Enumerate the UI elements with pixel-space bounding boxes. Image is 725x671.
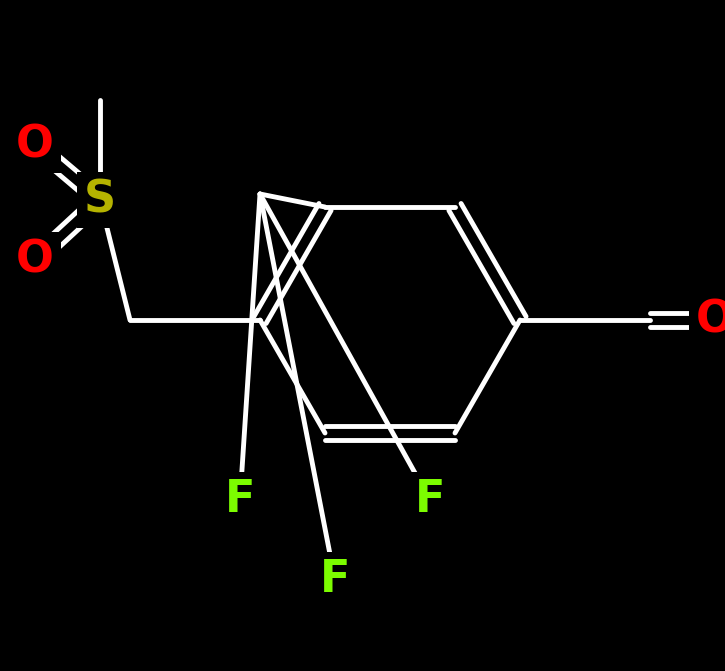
Text: O: O [696, 299, 725, 342]
Text: F: F [320, 558, 350, 601]
Text: S: S [84, 178, 116, 221]
Text: F: F [415, 478, 445, 521]
Text: O: O [16, 238, 54, 282]
Text: F: F [225, 478, 255, 521]
Text: O: O [16, 123, 54, 166]
